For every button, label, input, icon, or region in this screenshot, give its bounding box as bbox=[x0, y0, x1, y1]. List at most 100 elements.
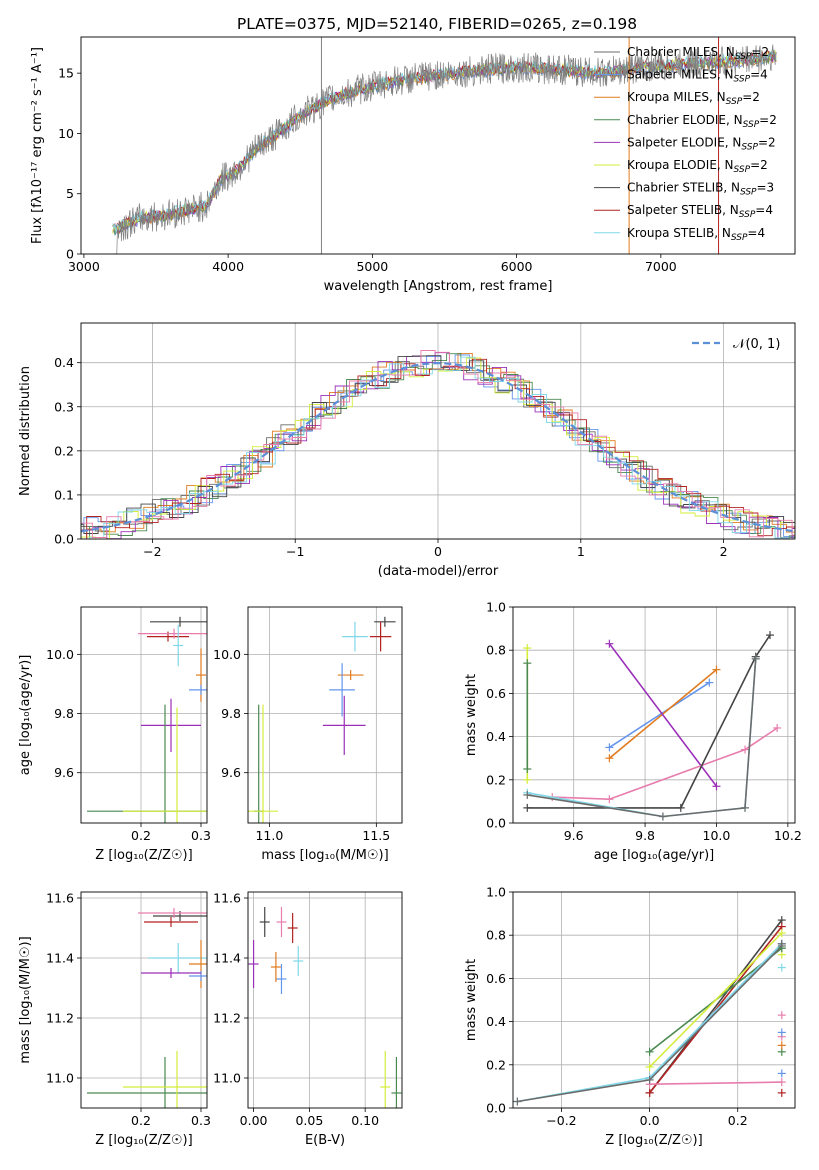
y-tick-label: 1.0 bbox=[486, 885, 506, 900]
y-tick-label: 11.4 bbox=[213, 951, 241, 966]
y-tick-label: 0.0 bbox=[486, 816, 506, 831]
y-axis-label: Normed distribution bbox=[18, 366, 33, 496]
y-tick-label: 10.0 bbox=[46, 647, 74, 662]
plot-area bbox=[523, 631, 782, 821]
legend-label: Salpeter ELODIE, NSSP=2 bbox=[627, 135, 776, 152]
x-tick-label: 7000 bbox=[645, 259, 677, 274]
y-tick-label: 11.6 bbox=[46, 891, 74, 906]
y-tick-label: 10.0 bbox=[213, 647, 241, 662]
y-tick-label: 11.0 bbox=[46, 1071, 74, 1086]
x-tick-label: 5000 bbox=[356, 259, 388, 274]
histogram-step bbox=[81, 350, 795, 538]
y-tick-label: 11.0 bbox=[213, 1071, 241, 1086]
y-tick-label: 0.6 bbox=[486, 971, 506, 986]
y-tick-label: 11.6 bbox=[213, 891, 241, 906]
x-axis-label: Z [log₁₀(Z/Z☉)] bbox=[605, 1133, 702, 1148]
y-tick-label: 5 bbox=[66, 186, 74, 201]
y-axis-label: mass weight bbox=[464, 959, 479, 1041]
legend-label: Chabrier MILES, NSSP=2 bbox=[627, 45, 769, 62]
legend-label: Kroupa ELODIE, NSSP=2 bbox=[627, 158, 768, 175]
plot-frame bbox=[247, 606, 403, 824]
y-tick-label: 9.8 bbox=[54, 706, 74, 721]
plot-frame bbox=[512, 606, 796, 824]
weight-line bbox=[608, 681, 710, 749]
weight-line bbox=[527, 658, 757, 818]
legend: 𝒩(0, 1) bbox=[692, 337, 780, 352]
plot-area bbox=[513, 916, 786, 1106]
x-tick-label: 10.2 bbox=[774, 828, 802, 843]
x-tick-label: 0.0 bbox=[640, 1113, 660, 1128]
x-axis-label: Z [log₁₀(Z/Z☉)] bbox=[95, 1133, 192, 1148]
y-tick-label: 0.2 bbox=[486, 772, 506, 787]
x-tick-label: 0.00 bbox=[240, 1113, 268, 1128]
y-tick-label: 0.2 bbox=[54, 443, 74, 458]
x-tick-label: 9.6 bbox=[564, 828, 584, 843]
x-tick-label: 10.0 bbox=[703, 828, 731, 843]
plot-frame bbox=[80, 891, 208, 1109]
y-tick-label: 0.4 bbox=[486, 729, 506, 744]
plot-frame bbox=[80, 606, 208, 824]
legend-label: Chabrier ELODIE, NSSP=2 bbox=[627, 113, 777, 130]
x-tick-label: 6000 bbox=[501, 259, 533, 274]
histogram-step bbox=[81, 358, 795, 539]
y-tick-label: 0.4 bbox=[486, 1014, 506, 1029]
weight-line bbox=[649, 1081, 782, 1085]
weight-line bbox=[552, 727, 778, 801]
x-tick-label: 0.10 bbox=[351, 1113, 379, 1128]
x-tick-label: 9.8 bbox=[635, 828, 655, 843]
plot-area bbox=[248, 907, 402, 1108]
x-axis-label: E(B-V) bbox=[305, 1133, 345, 1148]
legend-label: Kroupa STELIB, NSSP=4 bbox=[627, 226, 765, 243]
x-tick-label: −1 bbox=[286, 544, 304, 559]
panel-mass-vs-ebv: 0.00 0.05 0.10 11.0 11.2 11.4 11.6 E(B-V) bbox=[213, 891, 403, 1148]
panel-age-vs-mass: 11.0 11.5 9.6 9.8 10.0 mass [log₁₀(M/M☉)] bbox=[213, 606, 403, 863]
x-tick-label: 0.3 bbox=[191, 1113, 211, 1128]
plot-frame bbox=[80, 36, 796, 255]
legend-label: 𝒩(0, 1) bbox=[733, 337, 780, 352]
x-tick-label: 11.0 bbox=[255, 828, 283, 843]
y-tick-label: 0.1 bbox=[54, 487, 74, 502]
y-tick-label: 0.6 bbox=[486, 686, 506, 701]
legend-label: Kroupa MILES, NSSP=2 bbox=[627, 90, 760, 107]
y-tick-label: 0 bbox=[66, 247, 74, 262]
plot-area bbox=[81, 350, 795, 539]
plot-area bbox=[87, 616, 207, 823]
y-tick-label: 9.6 bbox=[54, 765, 74, 780]
y-axis-label: Flux [fλ10⁻¹⁷ erg cm⁻² s⁻¹ A⁻¹] bbox=[30, 47, 45, 244]
y-tick-label: 9.6 bbox=[221, 765, 241, 780]
x-tick-label: −0.2 bbox=[546, 1113, 576, 1128]
y-tick-label: 11.2 bbox=[46, 1011, 74, 1026]
y-tick-label: 15 bbox=[58, 66, 74, 81]
x-tick-label: 0.2 bbox=[131, 828, 151, 843]
x-tick-label: 0.2 bbox=[131, 1113, 151, 1128]
y-axis-label: mass [log₁₀(M/M☉)] bbox=[18, 936, 33, 1063]
y-tick-label: 0.8 bbox=[486, 643, 506, 658]
x-tick-label: 0.3 bbox=[191, 828, 211, 843]
plot-area bbox=[112, 37, 777, 254]
y-tick-label: 9.8 bbox=[221, 706, 241, 721]
y-tick-label: 0.4 bbox=[54, 355, 74, 370]
panel-mass-vs-Z: 0.2 0.3 11.0 11.2 11.4 11.6 Z [log₁₀(Z/Z☉)] mas… bbox=[18, 891, 211, 1149]
plot-area bbox=[248, 616, 396, 823]
x-tick-label: 3000 bbox=[68, 259, 100, 274]
legend-label: Chabrier STELIB, NSSP=3 bbox=[627, 181, 774, 198]
x-tick-label: −2 bbox=[143, 544, 161, 559]
panel-weight-vs-age: 9.6 9.8 10.0 10.2 0.0 0.2 0.4 0.6 0.8 1.0 age [log… bbox=[464, 600, 802, 864]
y-tick-label: 11.2 bbox=[213, 1011, 241, 1026]
histogram-step bbox=[81, 353, 795, 539]
histogram-step bbox=[81, 355, 795, 534]
data-spectrum-line bbox=[112, 44, 777, 254]
y-tick-label: 10 bbox=[58, 126, 74, 141]
weight-line bbox=[608, 643, 718, 787]
panel-spectrum: 3000 4000 5000 6000 7000 0 5 10 15 wavelength [An… bbox=[30, 36, 796, 294]
plot-frame bbox=[512, 891, 796, 1109]
histogram-step bbox=[81, 352, 795, 539]
panel-age-vs-Z: 0.2 0.3 9.6 9.8 10.0 Z [log₁₀(Z/Z☉)] age [log₁… bbox=[18, 606, 211, 863]
y-tick-label: 0.2 bbox=[486, 1057, 506, 1072]
y-tick-label: 1.0 bbox=[486, 600, 506, 615]
gaussian-curve bbox=[81, 361, 795, 533]
y-axis-label: mass weight bbox=[464, 674, 479, 756]
weight-line bbox=[527, 658, 757, 818]
legend-label: Salpeter MILES, NSSP=4 bbox=[627, 68, 768, 85]
